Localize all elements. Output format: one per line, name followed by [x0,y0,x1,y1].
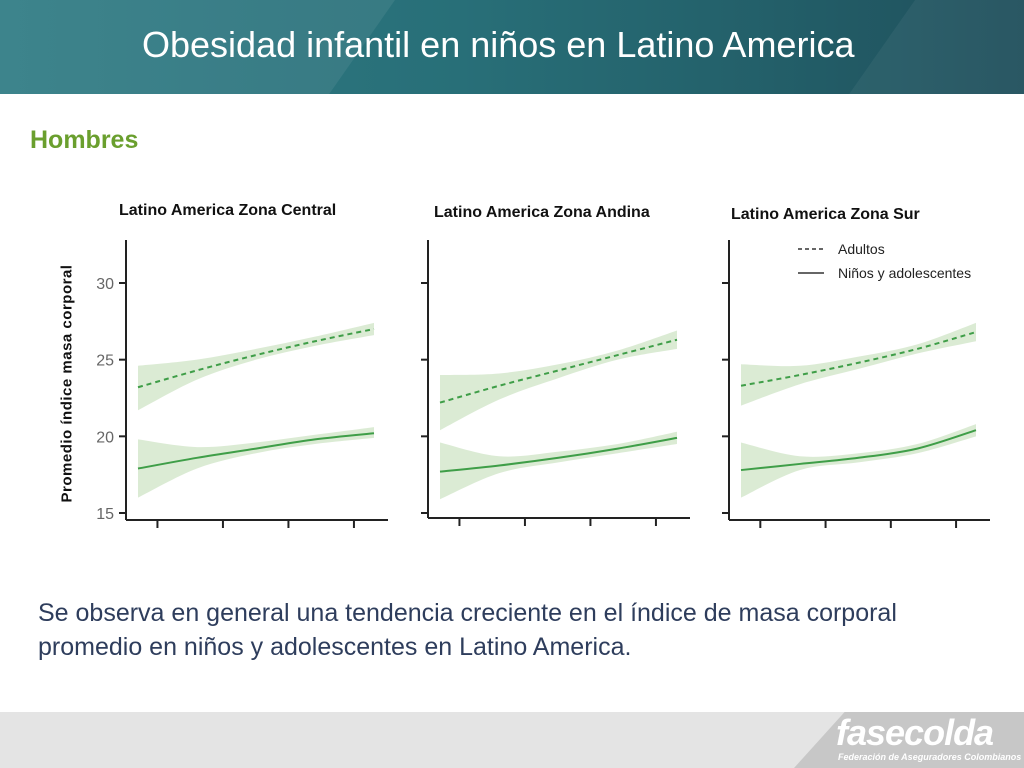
y-tick-label-1: 20 [96,429,114,446]
y-tick-label-2: 25 [96,353,114,370]
confidence-band-panel-3-series-1 [741,322,976,406]
y-tick-label-3: 30 [96,276,114,293]
series-line-panel-2-ninos [439,436,678,473]
confidence-band-panel-2-series-2 [440,431,677,500]
fasecolda-logo: fasecolda [836,712,994,753]
legend-label-1: Adultos [838,241,885,257]
confidence-band-panel-1-series-1 [138,322,374,411]
legend-label-2: Niños y adolescentes [838,265,971,281]
series-line-panel-1-adultos [137,328,375,389]
confidence-band-panel-3-series-2 [741,424,976,498]
slide-header [0,0,1024,94]
summary-text: Se observa en general una tendencia crec… [38,599,897,661]
fasecolda-logo-subtitle: Federación de Aseguradores Colombianos [838,752,1022,762]
y-tick-label-0: 15 [96,506,114,523]
series-line-panel-3-adultos [740,331,977,387]
panel-title-sur: Latino America Zona Sur [731,206,920,223]
panel-title-andina: Latino America Zona Andina [434,204,650,221]
slide-title: Obesidad infantil en niños en Latino Ame… [142,24,855,65]
section-title: Hombres [30,126,139,154]
confidence-band-panel-2-series-1 [440,330,677,431]
series-line-panel-3-ninos [740,429,977,472]
panel-title-central: Latino America Zona Central [119,202,337,219]
series-line-panel-1-ninos [137,432,375,470]
confidence-band-panel-1-series-2 [138,427,374,498]
